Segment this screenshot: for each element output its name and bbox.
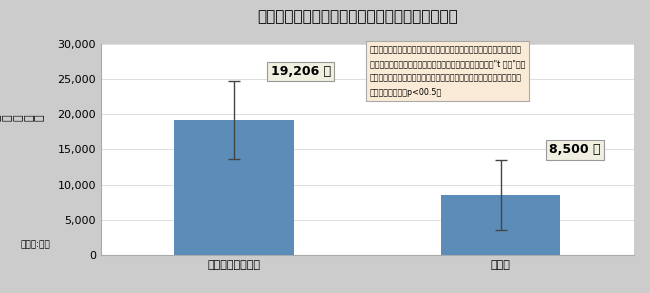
Text: 本データについて：かかりつけ薬剤師とそうでない薬剤師が関係して残
薬調整した平均額の差が、統計的に意味のある差かどうか"t 検定"を行
い、「かかりつけ薬剤師が: 本データについて：かかりつけ薬剤師とそうでない薬剤師が関係して残 薬調整した平均… bbox=[370, 45, 525, 97]
Text: 19,206 円: 19,206 円 bbox=[270, 65, 331, 78]
Bar bbox=[441, 195, 560, 255]
Text: 平均残薬調整額における「かかりつけ」の有意差: 平均残薬調整額における「かかりつけ」の有意差 bbox=[257, 9, 458, 24]
Text: 8,500 円: 8,500 円 bbox=[549, 144, 601, 156]
Bar bbox=[174, 120, 294, 255]
Text: 平均
残
薬
調
整
額: 平均 残 薬 調 整 額 bbox=[0, 110, 45, 124]
Text: （単位:円）: （単位:円） bbox=[21, 240, 51, 249]
